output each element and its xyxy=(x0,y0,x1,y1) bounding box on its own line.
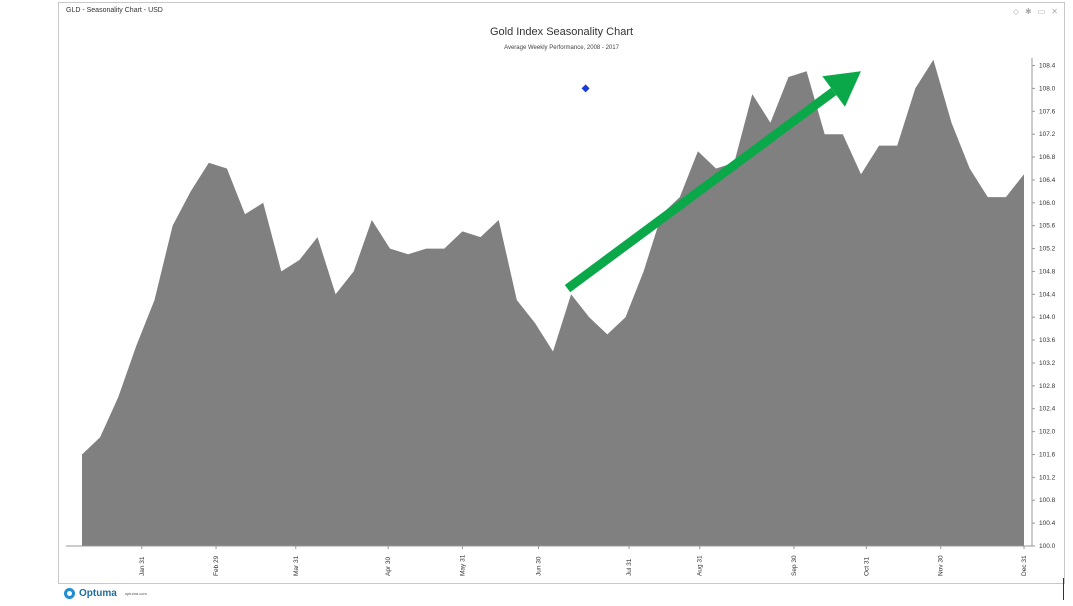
window-title: GLD - Seasonality Chart - USD xyxy=(66,7,163,14)
x-tick-label: Sep 30 xyxy=(791,555,798,576)
y-tick-label: 107.6 xyxy=(1039,108,1056,115)
y-tick-label: 100.4 xyxy=(1039,520,1056,527)
y-tick-label: 104.4 xyxy=(1039,291,1056,298)
close-icon[interactable]: ✕ xyxy=(1051,6,1058,16)
y-tick-label: 100.8 xyxy=(1039,497,1056,504)
chart-window: GLD - Seasonality Chart - USD ◇ ✱ ▭ ✕ Go… xyxy=(58,2,1065,584)
edge-divider xyxy=(1063,578,1064,600)
chart-title: Gold Index Seasonality Chart xyxy=(489,26,634,38)
x-tick-label: Aug 31 xyxy=(697,555,704,576)
y-tick-label: 100.0 xyxy=(1039,543,1056,550)
x-tick-label: Oct 31 xyxy=(863,556,870,576)
diamond-marker xyxy=(581,84,590,93)
x-tick-label: Jul 31 xyxy=(626,558,633,576)
y-tick-label: 102.0 xyxy=(1039,429,1056,436)
y-tick-label: 103.6 xyxy=(1039,337,1056,344)
chart-subtitle: Average Weekly Performance, 2008 - 2017 xyxy=(504,45,619,51)
x-tick-label: Feb 29 xyxy=(213,555,220,576)
y-tick-label: 102.8 xyxy=(1039,383,1056,390)
optuma-logo-icon xyxy=(64,587,75,599)
y-tick-label: 105.2 xyxy=(1039,246,1056,253)
y-tick-label: 101.6 xyxy=(1039,451,1056,458)
x-tick-label: Dec 31 xyxy=(1021,555,1028,576)
y-tick-label: 107.2 xyxy=(1039,131,1056,138)
y-tick-label: 106.0 xyxy=(1039,200,1056,207)
brand-footer: Optuma optuma.com xyxy=(64,585,147,601)
trend-arrow-shaft xyxy=(564,87,837,293)
x-tick-label: Jun 30 xyxy=(536,556,543,576)
y-tick-label: 106.4 xyxy=(1039,177,1056,184)
brand-name: Optuma xyxy=(79,587,117,599)
y-tick-label: 104.0 xyxy=(1039,314,1056,321)
y-tick-label: 108.0 xyxy=(1039,85,1056,92)
x-tick-label: May 31 xyxy=(459,554,466,576)
diamond-icon[interactable]: ◇ xyxy=(1012,6,1020,16)
y-tick-label: 105.6 xyxy=(1039,223,1056,230)
y-tick-label: 108.4 xyxy=(1039,63,1056,70)
y-tick-label: 102.4 xyxy=(1039,406,1056,413)
y-tick-label: 104.8 xyxy=(1039,268,1056,275)
restore-icon[interactable]: ▭ xyxy=(1037,6,1046,16)
window-controls: ◇ ✱ ▭ ✕ xyxy=(1013,3,1058,19)
x-tick-label: Apr 30 xyxy=(385,556,392,576)
x-tick-label: Jan 31 xyxy=(139,556,146,576)
series-area xyxy=(82,59,1024,547)
y-tick-label: 101.2 xyxy=(1039,474,1056,481)
seasonality-chart: 100.0 100.4 100.8 101.2 101.6 102.0 102.4 102.8… xyxy=(66,58,1056,576)
y-tick-label: 106.8 xyxy=(1039,154,1056,161)
trend-arrow-head xyxy=(822,71,861,107)
pin-icon[interactable]: ✱ xyxy=(1025,6,1032,16)
x-tick-label: Nov 30 xyxy=(938,555,945,576)
brand-url: optuma.com xyxy=(124,590,147,596)
y-tick-label: 103.2 xyxy=(1039,360,1056,367)
x-tick-label: Mar 31 xyxy=(293,555,300,576)
